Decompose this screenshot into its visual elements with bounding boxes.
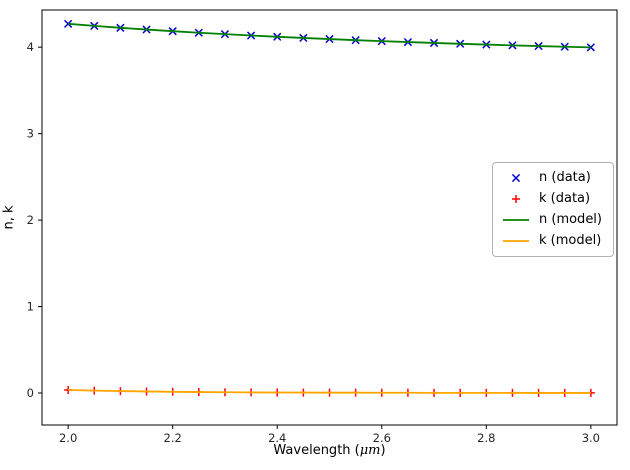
x-tick-label: 2.0 bbox=[59, 431, 77, 445]
legend-item: k (data) bbox=[501, 191, 602, 207]
y-axis-label: n, k bbox=[1, 205, 17, 230]
legend-line-sample bbox=[503, 219, 529, 221]
y-tick-label: 3 bbox=[27, 127, 34, 141]
y-tick-label: 0 bbox=[27, 386, 34, 400]
x-tick-label: 2.8 bbox=[477, 431, 495, 445]
legend: n (data) k (data) n (model) k (model) bbox=[492, 162, 614, 257]
x-tick-label: 2.2 bbox=[164, 431, 182, 445]
series-k-model- bbox=[68, 389, 591, 394]
y-tick-label: 4 bbox=[27, 40, 34, 54]
legend-item: n (model) bbox=[501, 212, 602, 228]
x-tick-label: 2.4 bbox=[268, 431, 286, 445]
series-n-data- bbox=[64, 19, 595, 52]
legend-label: k (model) bbox=[539, 233, 602, 248]
x-axis-label-text: Wavelength ( bbox=[273, 443, 360, 458]
x-tick-label: 3.0 bbox=[582, 431, 600, 445]
legend-marker-icon bbox=[511, 173, 521, 183]
x-axis-label: Wavelength (μm) bbox=[42, 443, 617, 458]
legend-line-sample bbox=[503, 240, 529, 242]
series-n-model- bbox=[68, 22, 591, 49]
x-axis-label-close: ) bbox=[380, 443, 386, 458]
legend-marker-icon bbox=[512, 195, 520, 203]
legend-item: k (model) bbox=[501, 233, 602, 249]
y-tick-label: 1 bbox=[27, 300, 34, 314]
marker-point bbox=[586, 43, 595, 52]
axes-box bbox=[41, 9, 618, 426]
legend-label: n (model) bbox=[539, 212, 602, 227]
x-tick-label: 2.6 bbox=[373, 431, 391, 445]
legend-label: n (data) bbox=[539, 170, 591, 185]
x-axis-label-unit: μm bbox=[359, 443, 381, 458]
legend-item: n (data) bbox=[501, 170, 602, 186]
y-tick-label: 2 bbox=[27, 213, 34, 227]
legend-label: k (data) bbox=[539, 191, 591, 206]
